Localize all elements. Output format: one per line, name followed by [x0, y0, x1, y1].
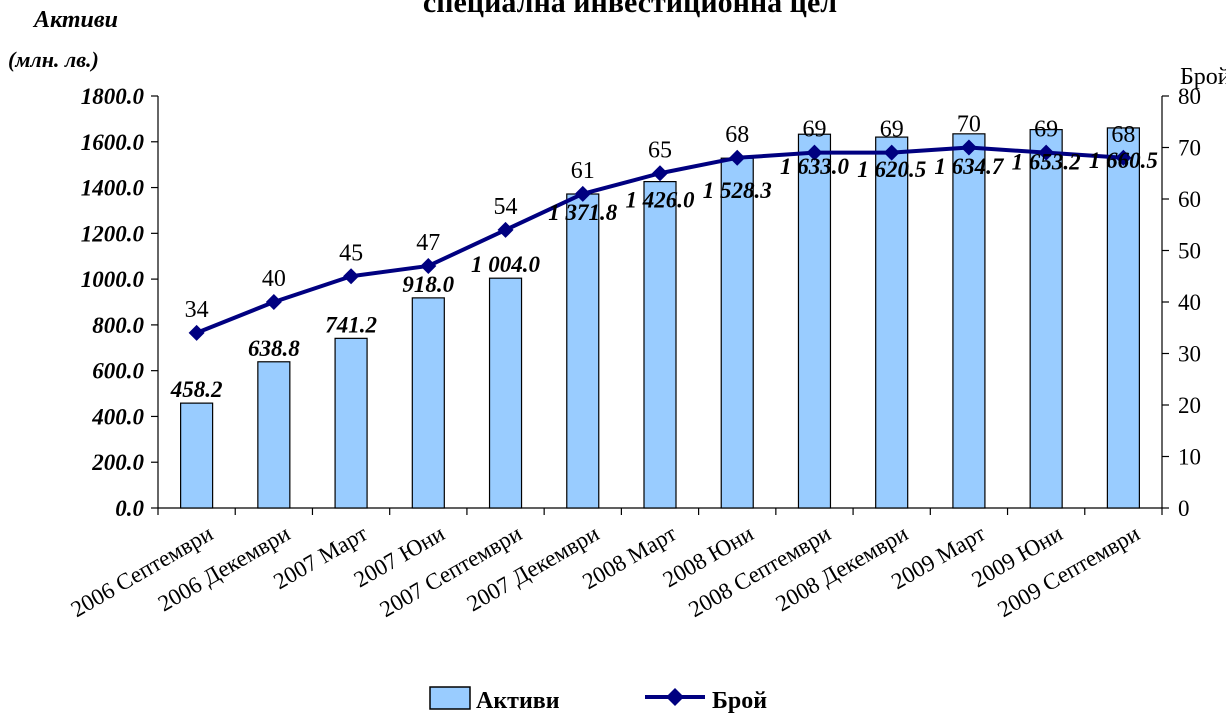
y-left-tick-label: 800.0 — [92, 313, 144, 338]
bar — [1106, 127, 1140, 509]
y-right-tick-label: 70 — [1178, 136, 1201, 161]
x-tick-label: 2008 Декември — [772, 521, 913, 617]
y-left-label-line2: (млн. лв.) — [8, 47, 99, 72]
legend-label-count: Брой — [712, 688, 767, 714]
bar-data-label: 1 634.7 — [934, 154, 1005, 179]
line-point — [806, 144, 823, 161]
line-data-label: 69 — [880, 117, 904, 143]
x-tick-label: 2007 Декември — [463, 521, 604, 617]
y-left-tick-label: 1000.0 — [81, 267, 145, 292]
bar-data-label: 1 633.0 — [780, 154, 850, 179]
line-point — [265, 294, 282, 310]
bar — [1029, 129, 1063, 509]
bar — [875, 136, 909, 509]
legend-marker-count — [666, 688, 684, 706]
bar — [180, 402, 214, 509]
line-point — [343, 268, 360, 285]
y-left-tick-label: 0.0 — [115, 496, 144, 521]
y-right-tick-label: 80 — [1178, 84, 1201, 109]
line-data-label: 68 — [725, 122, 749, 148]
bar — [488, 277, 523, 509]
y-right-tick-label: 20 — [1178, 393, 1201, 418]
bar-data-label: 918.0 — [402, 272, 454, 297]
y-right-label: Брой — [1180, 64, 1226, 90]
y-left-tick-label: 1800.0 — [81, 84, 145, 109]
line-data-label: 54 — [494, 194, 518, 220]
line-point — [883, 144, 900, 161]
y-right-tick-label: 0 — [1178, 496, 1190, 521]
line-data-label: 70 — [957, 112, 981, 138]
line-point — [420, 257, 437, 274]
line-point — [1115, 149, 1132, 166]
line-data-label: 69 — [802, 117, 826, 143]
x-tick-label: 2006 Декември — [154, 521, 295, 617]
line-data-label: 40 — [262, 266, 286, 292]
bar-data-label: 1 620.5 — [857, 157, 926, 182]
legend-label-assets: Активи — [476, 688, 560, 714]
y-right-tick-label: 50 — [1178, 239, 1201, 264]
bar — [643, 181, 677, 509]
line-point — [729, 149, 746, 166]
y-right-tick-label: 60 — [1178, 187, 1201, 212]
line-data-label: 34 — [185, 297, 209, 323]
line-point — [497, 221, 514, 238]
y-right-tick-label: 30 — [1178, 342, 1201, 367]
y-left-tick-label: 400.0 — [91, 404, 144, 429]
bar-data-label: 1 004.0 — [471, 252, 541, 277]
bar — [797, 133, 832, 509]
bar-data-label: 1 371.8 — [548, 200, 618, 225]
line-point — [960, 139, 977, 156]
line-data-label: 61 — [571, 158, 595, 184]
bar — [720, 157, 754, 509]
y-right-tick-label: 40 — [1178, 290, 1201, 315]
bar — [566, 193, 600, 509]
line-data-label: 69 — [1034, 117, 1058, 143]
bar — [257, 361, 291, 509]
y-left-label-line1: Активи — [32, 7, 118, 33]
y-left-tick-label: 1600.0 — [81, 130, 145, 155]
line-data-label: 65 — [648, 137, 672, 163]
bar-data-label: 1 653.2 — [1012, 150, 1081, 175]
y-right-tick-label: 10 — [1178, 445, 1201, 470]
line-point — [1038, 144, 1055, 161]
line-point — [574, 185, 591, 202]
line-point — [652, 165, 668, 182]
bar-data-label: 1 528.3 — [703, 178, 772, 203]
legend-swatch-assets — [429, 686, 471, 710]
line-data-label: 68 — [1111, 122, 1135, 148]
y-left-tick-label: 600.0 — [92, 359, 144, 384]
line-data-label: 47 — [416, 230, 440, 256]
bar — [334, 337, 368, 509]
bar — [952, 133, 986, 509]
bar-data-label: 741.2 — [325, 312, 377, 337]
bar — [411, 297, 445, 509]
chart-title: специална инвестиционна цел — [423, 0, 837, 19]
y-left-tick-label: 1200.0 — [81, 221, 145, 246]
line-point — [188, 324, 205, 341]
bar-data-label: 458.2 — [170, 377, 223, 402]
bar-data-label: 1 660.5 — [1089, 148, 1158, 173]
y-left-tick-label: 1400.0 — [81, 176, 145, 201]
line-data-label: 45 — [339, 240, 363, 266]
bar-data-label: 638.8 — [248, 336, 300, 361]
y-left-tick-label: 200.0 — [91, 450, 144, 475]
legend: Активи Брой — [429, 686, 767, 714]
plot-area: 0.0 200.0 400.0 600.0 800.0 1000.0 1200.0 1400.… — [67, 84, 1201, 622]
bar-data-label: 1 426.0 — [626, 188, 696, 213]
